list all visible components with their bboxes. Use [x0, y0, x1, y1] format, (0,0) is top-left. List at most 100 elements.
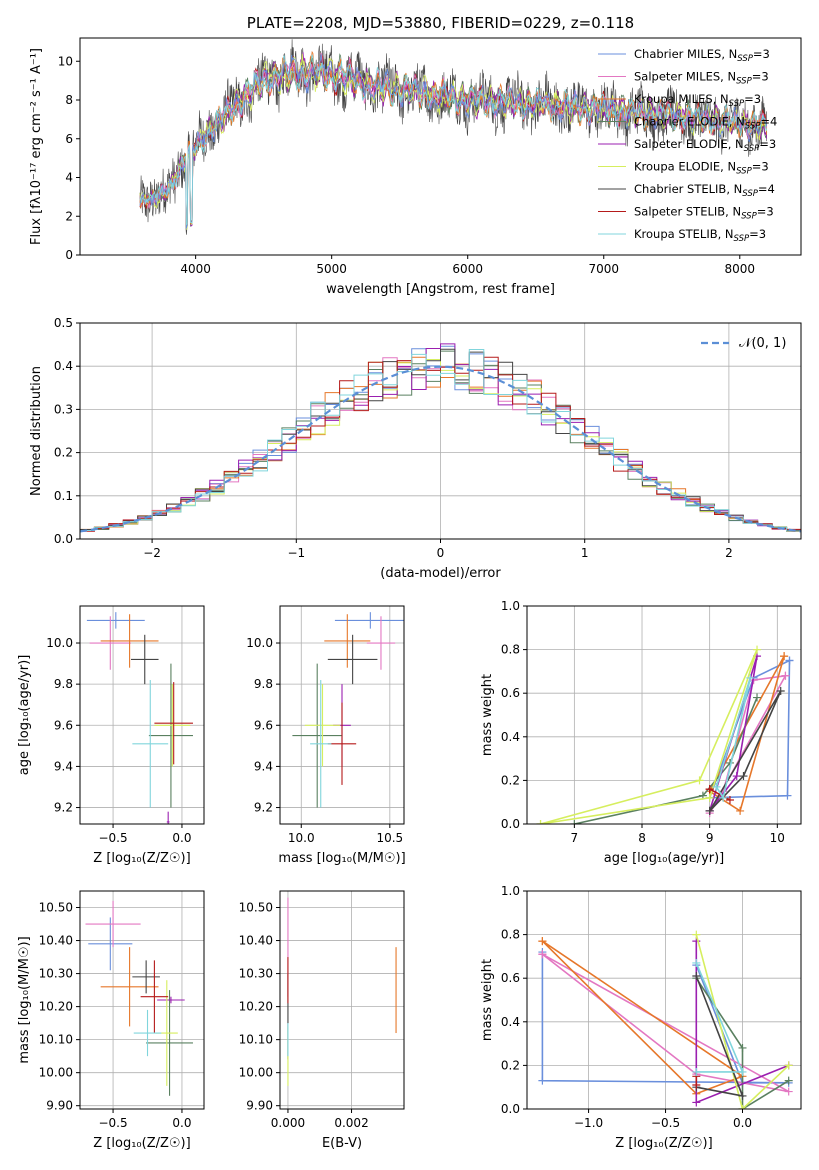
- error-bar: [132, 680, 169, 808]
- error-bar: [366, 616, 396, 670]
- error-bar: [100, 614, 159, 668]
- panel-mass_vs_EBV: 0.000 0.002 9.90 10.00 10.10 10.20 10.30 10.40 1…: [239, 890, 405, 1151]
- weight-marker: [784, 1061, 793, 1070]
- y-tick-label: 10.00: [239, 1066, 273, 1080]
- y-tick-label: 0.4: [501, 730, 520, 744]
- weight-marker: [776, 687, 785, 696]
- y-tick-label: 10.50: [239, 901, 273, 915]
- weight-marker: [738, 1091, 747, 1100]
- weight-line: [715, 677, 752, 800]
- y-tick-label: 9.8: [54, 677, 73, 691]
- x-tick-label: 6000: [452, 262, 483, 276]
- x-axis-label: Z [log₁₀(Z/Z☉)]: [93, 851, 190, 866]
- plot-area-residuals: [80, 343, 801, 533]
- legend-entry: Kroupa STELIB, NSSP=3: [634, 227, 766, 244]
- normal-curve: [80, 365, 801, 533]
- weight-marker: [570, 820, 579, 824]
- y-tick-label: 2: [65, 209, 73, 223]
- error-bar: [100, 947, 159, 1027]
- x-tick-label: 8000: [725, 262, 756, 276]
- y-tick-label: 0.0: [501, 1102, 520, 1116]
- y-tick-label: 0.2: [54, 446, 73, 460]
- spectrum-line: [139, 54, 768, 229]
- weight-marker: [705, 785, 714, 794]
- y-tick-label: 8: [65, 93, 73, 107]
- y-tick-label: 1.0: [501, 599, 520, 613]
- legend-entry: Chabrier MILES, NSSP=3: [634, 47, 770, 64]
- y-tick-label: 0.8: [501, 928, 520, 942]
- y-tick-label: 0.5: [54, 316, 73, 330]
- y-tick-label: 0.4: [54, 359, 73, 373]
- weight-marker: [692, 958, 701, 967]
- weight-marker: [538, 937, 547, 946]
- y-tick-label: 6: [65, 132, 73, 146]
- x-tick-label: 9: [706, 831, 714, 845]
- y-tick-label: 10.30: [239, 967, 273, 981]
- error-bar: [292, 663, 342, 808]
- axes-frame: [526, 605, 802, 825]
- weight-marker: [538, 950, 547, 959]
- x-tick-label: −0.5: [98, 1116, 127, 1130]
- panel-weight_vs_Z: −1.0 −0.5 0.0 0.0 0.2 0.4 0.6 0.8 1.0 Z [log₁₀(Z/…: [480, 884, 802, 1151]
- error-bar: [89, 616, 131, 670]
- x-tick-label: 10: [770, 831, 785, 845]
- plot-area-age_vs_mass: [292, 612, 404, 808]
- x-axis-label: Z [log₁₀(Z/Z☉)]: [93, 1136, 190, 1151]
- axes-frame: [79, 605, 205, 825]
- y-tick-label: 10.10: [239, 1033, 273, 1047]
- weight-marker: [784, 1087, 793, 1096]
- error-bar: [86, 612, 145, 629]
- y-tick-label: 9.2: [54, 801, 73, 815]
- y-tick-label: 0.8: [501, 643, 520, 657]
- weight-marker: [536, 820, 545, 824]
- x-tick-label: −1.0: [574, 1116, 603, 1130]
- x-tick-label: 7000: [588, 262, 619, 276]
- plot-area-mass_vs_EBV: [287, 897, 397, 1086]
- error-bar: [88, 917, 133, 971]
- y-tick-label: 9.6: [54, 718, 73, 732]
- y-tick-label: 0.0: [501, 817, 520, 831]
- weight-marker: [785, 656, 794, 665]
- weight-line: [695, 977, 790, 1109]
- error-bar: [327, 634, 378, 685]
- weight-marker: [538, 1076, 547, 1085]
- y-tick-label: 0.2: [501, 773, 520, 787]
- x-tick-label: 4000: [180, 262, 211, 276]
- y-tick-label: 9.2: [254, 801, 273, 815]
- error-bar: [148, 663, 193, 808]
- panel-spectrum: 4000 5000 6000 7000 8000 0 2 4 6 8 10 wavelength [A…: [29, 14, 802, 297]
- error-bar: [304, 684, 341, 767]
- y-tick-label: 0.0: [54, 532, 73, 546]
- x-tick-label: 7: [571, 831, 579, 845]
- x-tick-label: 1: [581, 546, 589, 560]
- error-bar: [157, 996, 185, 1004]
- spectrum-legend: Chabrier MILES, NSSP=3 Salpeter MILES, NS…: [598, 47, 777, 244]
- x-tick-label: −2: [143, 546, 161, 560]
- x-tick-label: 8: [638, 831, 646, 845]
- y-tick-label: 1.0: [501, 884, 520, 898]
- y-axis-label: mass weight: [480, 674, 495, 756]
- y-tick-label: 10.00: [39, 1066, 73, 1080]
- chart-title: PLATE=2208, MJD=53880, FIBERID=0229, z=0…: [247, 14, 634, 32]
- panel-residuals: −2 −1 0 1 2 0.0 0.1 0.2 0.3 0.4 0.5 (data-model)/er…: [29, 316, 802, 581]
- weight-line: [541, 940, 745, 1095]
- x-tick-label: 0.0: [172, 831, 191, 845]
- x-tick-label: 10.0: [288, 831, 315, 845]
- legend-entry: 𝒩(0, 1): [739, 336, 786, 351]
- weight-marker: [738, 1105, 747, 1109]
- weight-line: [695, 962, 744, 1073]
- x-axis-label: wavelength [Angstrom, rest frame]: [326, 282, 555, 297]
- plot-area-weight_vs_Z: [538, 930, 793, 1109]
- x-tick-label: 0.000: [271, 1116, 305, 1130]
- plot-area-spectrum: [139, 39, 768, 235]
- weight-marker: [719, 793, 728, 802]
- panel-age_vs_Z: −0.5 0.0 9.2 9.4 9.6 9.8 10.0 Z [log₁₀(Z/Z☉)] ag…: [17, 605, 205, 866]
- y-axis-label: Normed distribution: [29, 366, 44, 496]
- x-tick-label: −0.5: [98, 831, 127, 845]
- weight-marker: [705, 806, 714, 815]
- x-tick-label: 5000: [316, 262, 347, 276]
- error-bar: [324, 614, 371, 668]
- weight-marker: [753, 693, 762, 702]
- spectrum-line: [139, 54, 768, 226]
- residual-histogram: [80, 349, 801, 532]
